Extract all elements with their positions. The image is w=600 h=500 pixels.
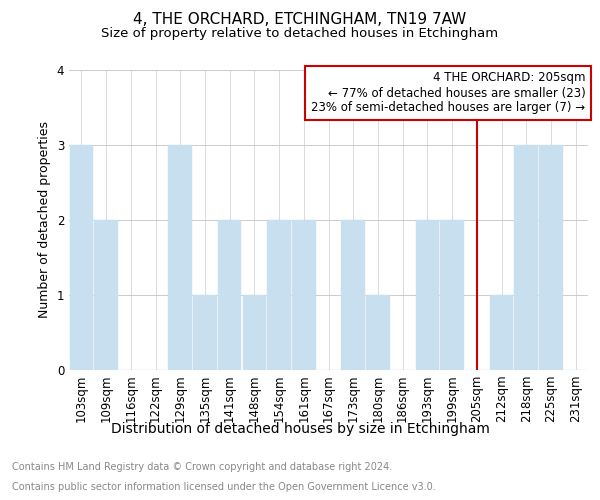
Text: 4 THE ORCHARD: 205sqm
← 77% of detached houses are smaller (23)
23% of semi-deta: 4 THE ORCHARD: 205sqm ← 77% of detached … [311,72,586,114]
Text: Contains HM Land Registry data © Crown copyright and database right 2024.: Contains HM Land Registry data © Crown c… [12,462,392,472]
Bar [218,220,241,370]
Bar [539,145,563,370]
Bar [193,295,217,370]
Text: Contains public sector information licensed under the Open Government Licence v3: Contains public sector information licen… [12,482,436,492]
Bar [514,145,538,370]
Text: 4, THE ORCHARD, ETCHINGHAM, TN19 7AW: 4, THE ORCHARD, ETCHINGHAM, TN19 7AW [133,12,467,28]
Bar [169,145,192,370]
Bar [268,220,291,370]
Bar [366,295,389,370]
Bar [416,220,439,370]
Bar [341,220,365,370]
Bar [70,145,93,370]
Bar [440,220,464,370]
Text: Size of property relative to detached houses in Etchingham: Size of property relative to detached ho… [101,28,499,40]
Text: Distribution of detached houses by size in Etchingham: Distribution of detached houses by size … [110,422,490,436]
Bar [242,295,266,370]
Bar [292,220,316,370]
Y-axis label: Number of detached properties: Number of detached properties [38,122,51,318]
Bar [490,295,513,370]
Bar [94,220,118,370]
